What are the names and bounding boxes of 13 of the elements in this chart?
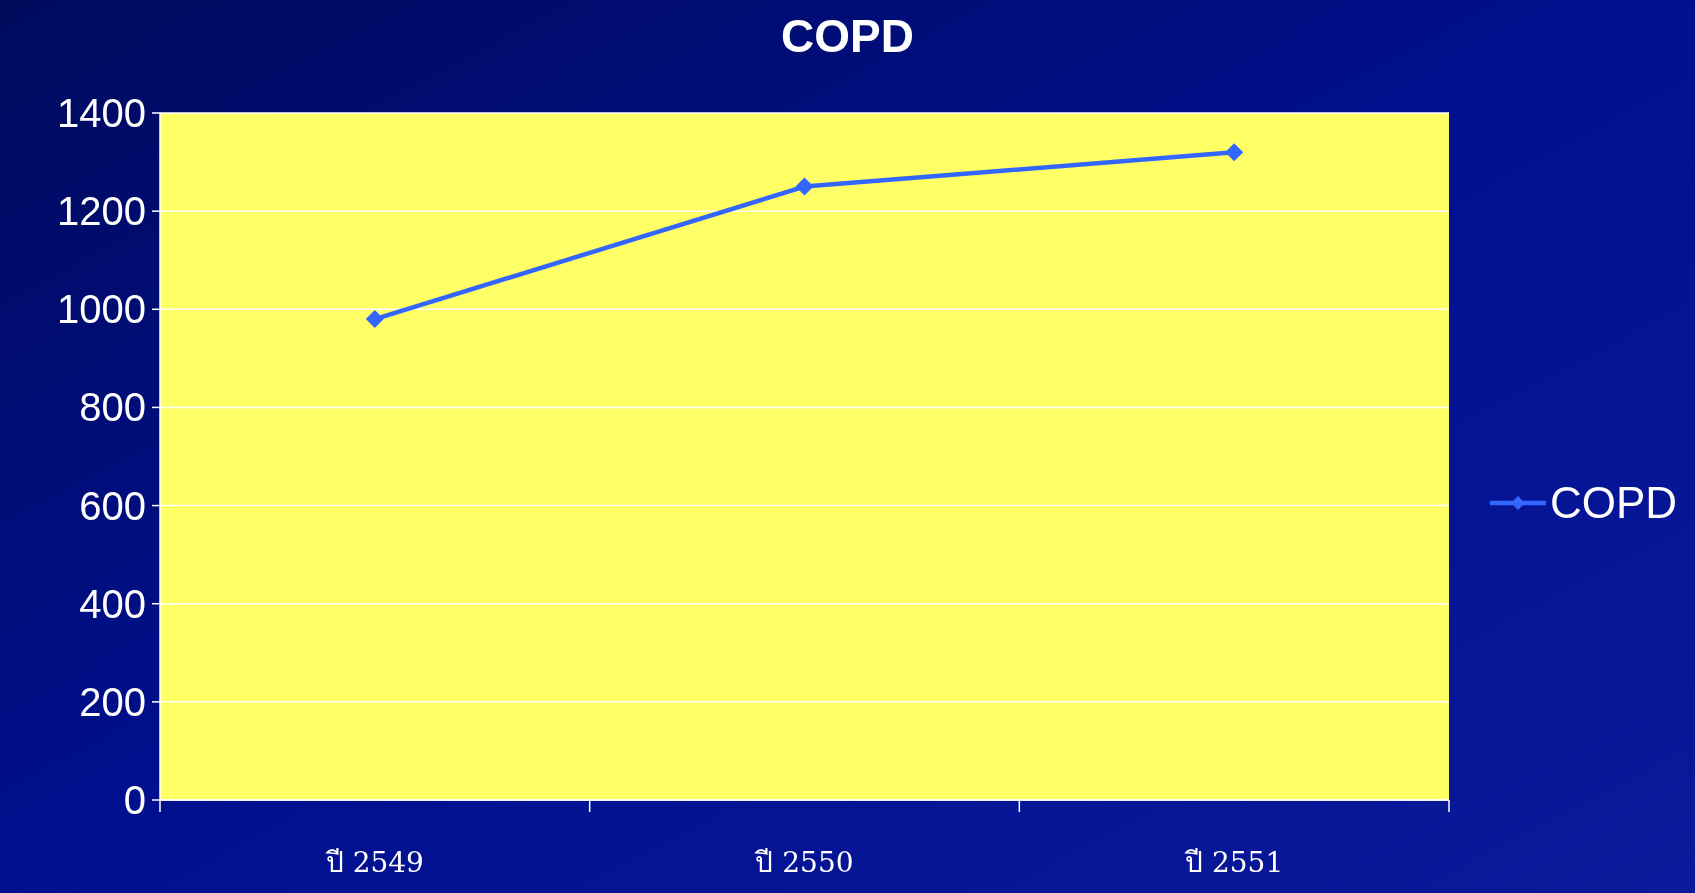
y-tick-label: 0 — [123, 778, 146, 822]
x-tick-label: ปี 2550 — [754, 846, 854, 879]
y-tick-label: 1400 — [57, 91, 146, 135]
y-tick-label: 400 — [79, 581, 146, 626]
y-tick-label: 800 — [79, 385, 146, 430]
x-tick-label: ปี 2551 — [1184, 846, 1284, 879]
y-tick-label: 1000 — [57, 287, 146, 332]
y-tick-label: 200 — [79, 679, 146, 724]
y-tick-label: 1200 — [57, 189, 146, 234]
y-tick-label: 600 — [79, 483, 146, 528]
x-tick-label: ปี 2549 — [324, 846, 424, 879]
chart-title: COPD — [781, 10, 914, 62]
legend-label: COPD — [1550, 478, 1678, 528]
